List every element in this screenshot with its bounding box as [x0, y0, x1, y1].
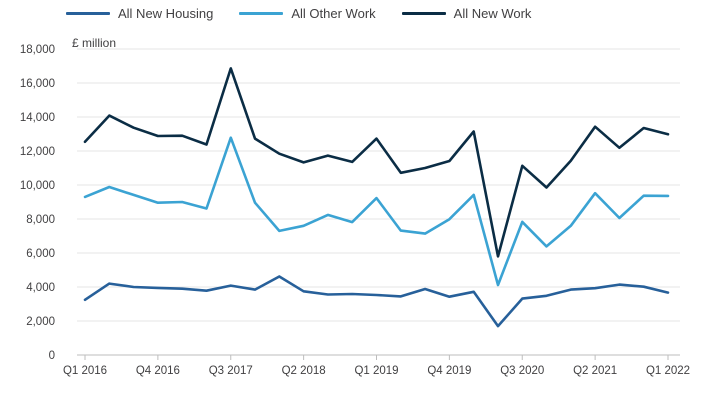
y-tick-label: 16,000: [20, 78, 55, 90]
legend-swatch-all-new-work: [401, 12, 446, 15]
x-tick-label: Q2 2018: [282, 365, 326, 377]
x-tick-label: Q2 2021: [573, 365, 617, 377]
y-tick-label: 2,000: [26, 316, 55, 328]
y-tick-label: 6,000: [26, 248, 55, 260]
y-tick-label: 4,000: [26, 282, 55, 294]
legend-label-all-new-housing: All New Housing: [118, 6, 214, 21]
series-line-all-other-work: [83, 136, 670, 287]
legend-swatch-all-other-work: [239, 12, 284, 15]
x-axis: Q1 2016 Q4 2016 Q3 2017 Q2 2018 Q1 2019 Q4 20…: [63, 355, 690, 377]
y-tick-label: 18,000: [20, 44, 55, 56]
legend-swatch-all-new-housing: [66, 12, 110, 15]
series-lines: [83, 67, 670, 328]
legend-label-all-new-work: All New Work: [453, 6, 532, 21]
y-tick-label: 8,000: [26, 214, 55, 226]
y-tick-label: 12,000: [20, 146, 55, 158]
y-tick-label: 10,000: [20, 180, 55, 192]
y-tick-label: 14,000: [20, 112, 55, 124]
y-tick-label: 0: [49, 350, 55, 362]
y-axis-ticks: 0 2,000 4,000 6,000 8,000 10,000 12,000 14,000 1…: [20, 44, 55, 362]
x-tick-label: Q1 2019: [354, 365, 398, 377]
series-line-all-new-housing: [83, 275, 670, 328]
x-tick-label: Q3 2020: [500, 365, 544, 377]
x-tick-label: Q4 2019: [427, 365, 471, 377]
x-tick-label: Q1 2016: [63, 365, 107, 377]
x-tick-label: Q4 2016: [136, 365, 180, 377]
gridlines: [77, 48, 680, 356]
legend-item-all-other-work[interactable]: All Other Work: [239, 6, 376, 21]
legend-label-all-other-work: All Other Work: [291, 6, 376, 21]
series-line-all-new-work: [83, 67, 670, 258]
legend-item-all-new-housing[interactable]: All New Housing: [66, 6, 213, 21]
x-tick-label: Q1 2022: [646, 365, 690, 377]
legend: All New Housing All Other Work All New W…: [66, 6, 557, 21]
legend-item-all-new-work[interactable]: All New Work: [401, 6, 532, 21]
x-tick-label: Q3 2017: [209, 365, 253, 377]
y-axis-unit-label: £ million: [72, 36, 117, 50]
